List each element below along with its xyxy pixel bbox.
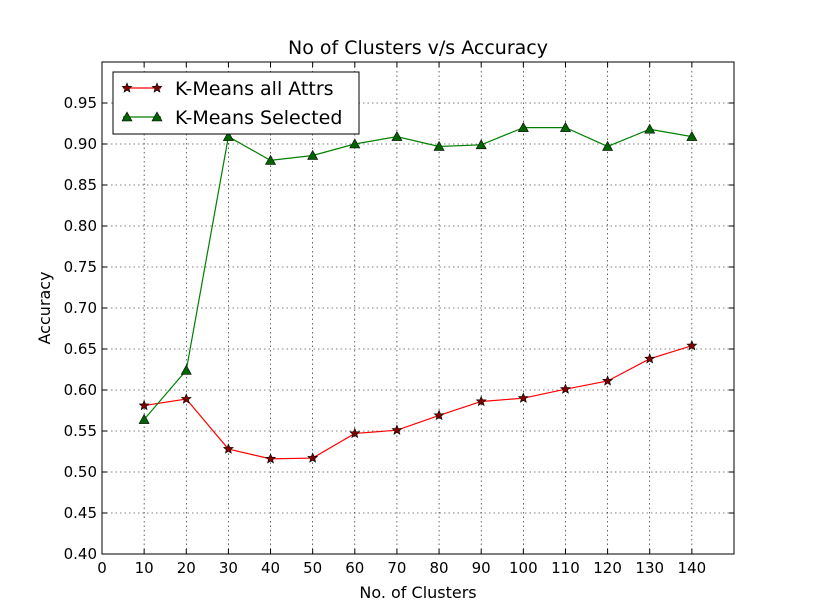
axis-ticks: 0 10 20 30 40 50 60 70 80 90 100 110 120 130 140 0.40 0.… [64,62,734,577]
y-axis-title: Accuracy [35,271,54,344]
chart-title: No of Clusters v/s Accuracy [288,37,548,59]
x-axis-title: No. of Clusters [359,583,476,602]
data-point [475,395,487,407]
data-point [644,353,656,364]
y-tick-label: 0.75 [64,258,97,276]
y-tick-label: 0.50 [64,463,97,481]
data-point [602,140,614,151]
data-point [433,140,445,151]
y-tick-label: 0.80 [64,217,97,235]
x-tick-label: 30 [219,559,238,577]
data-point [559,121,571,132]
legend-label: K-Means all Attrs [175,78,334,100]
x-tick-label: 100 [509,559,538,577]
data-point [559,383,571,394]
data-point [602,375,614,386]
data-point [517,392,529,403]
legend-marker [151,82,163,93]
data-point [265,453,277,464]
data-point [307,149,319,160]
data-point [475,139,487,150]
data-point [433,409,445,421]
x-tick-label: 140 [678,559,707,577]
y-tick-label: 0.40 [64,545,97,563]
series-line [144,345,693,460]
legend-box [112,71,360,135]
x-tick-label: 40 [261,559,280,577]
data-point [138,399,150,411]
legend-item: K-Means Selected [121,107,342,129]
legend-label: K-Means Selected [175,107,342,129]
series-2 [138,121,698,424]
data-point [138,413,150,424]
data-point [391,131,403,141]
y-tick-label: 0.65 [64,340,97,358]
series-line [143,126,692,420]
x-tick-label: 120 [593,559,622,577]
legend-item: K-Means all Attrs [121,78,334,100]
data-point [180,393,192,404]
x-tick-label: 90 [472,559,491,577]
y-tick-label: 0.60 [64,381,97,399]
data-point [265,154,277,165]
x-tick-label: 0 [97,559,107,577]
legend-marker [121,111,133,122]
x-tick-label: 60 [345,559,364,577]
y-tick-label: 0.55 [64,422,97,440]
data-point [686,339,698,351]
data-point [180,364,192,375]
data-point [391,424,403,435]
data-point [349,138,361,149]
x-tick-label: 70 [387,559,406,577]
x-tick-label: 110 [551,559,580,577]
grid-lines [102,62,734,554]
legend: K-Means all Attrs K-Means Selected [112,71,360,135]
x-tick-label: 20 [177,559,196,577]
data-point [517,121,529,132]
data-point [307,452,319,463]
data-point [222,131,234,141]
legend-marker [121,82,133,93]
x-tick-label: 10 [135,559,154,577]
data-point [644,123,656,134]
x-tick-label: 50 [303,559,322,577]
series-1 [138,339,698,464]
y-tick-label: 0.95 [64,94,97,112]
data-point [349,427,361,439]
legend-marker [151,111,163,122]
data-point [686,131,698,141]
y-tick-label: 0.70 [64,299,97,317]
y-tick-label: 0.85 [64,176,97,194]
y-tick-label: 0.45 [64,504,97,522]
x-tick-label: 80 [430,559,449,577]
y-tick-label: 0.90 [64,135,97,153]
x-tick-label: 130 [635,559,664,577]
data-point [222,443,234,454]
series-layer [138,121,698,464]
